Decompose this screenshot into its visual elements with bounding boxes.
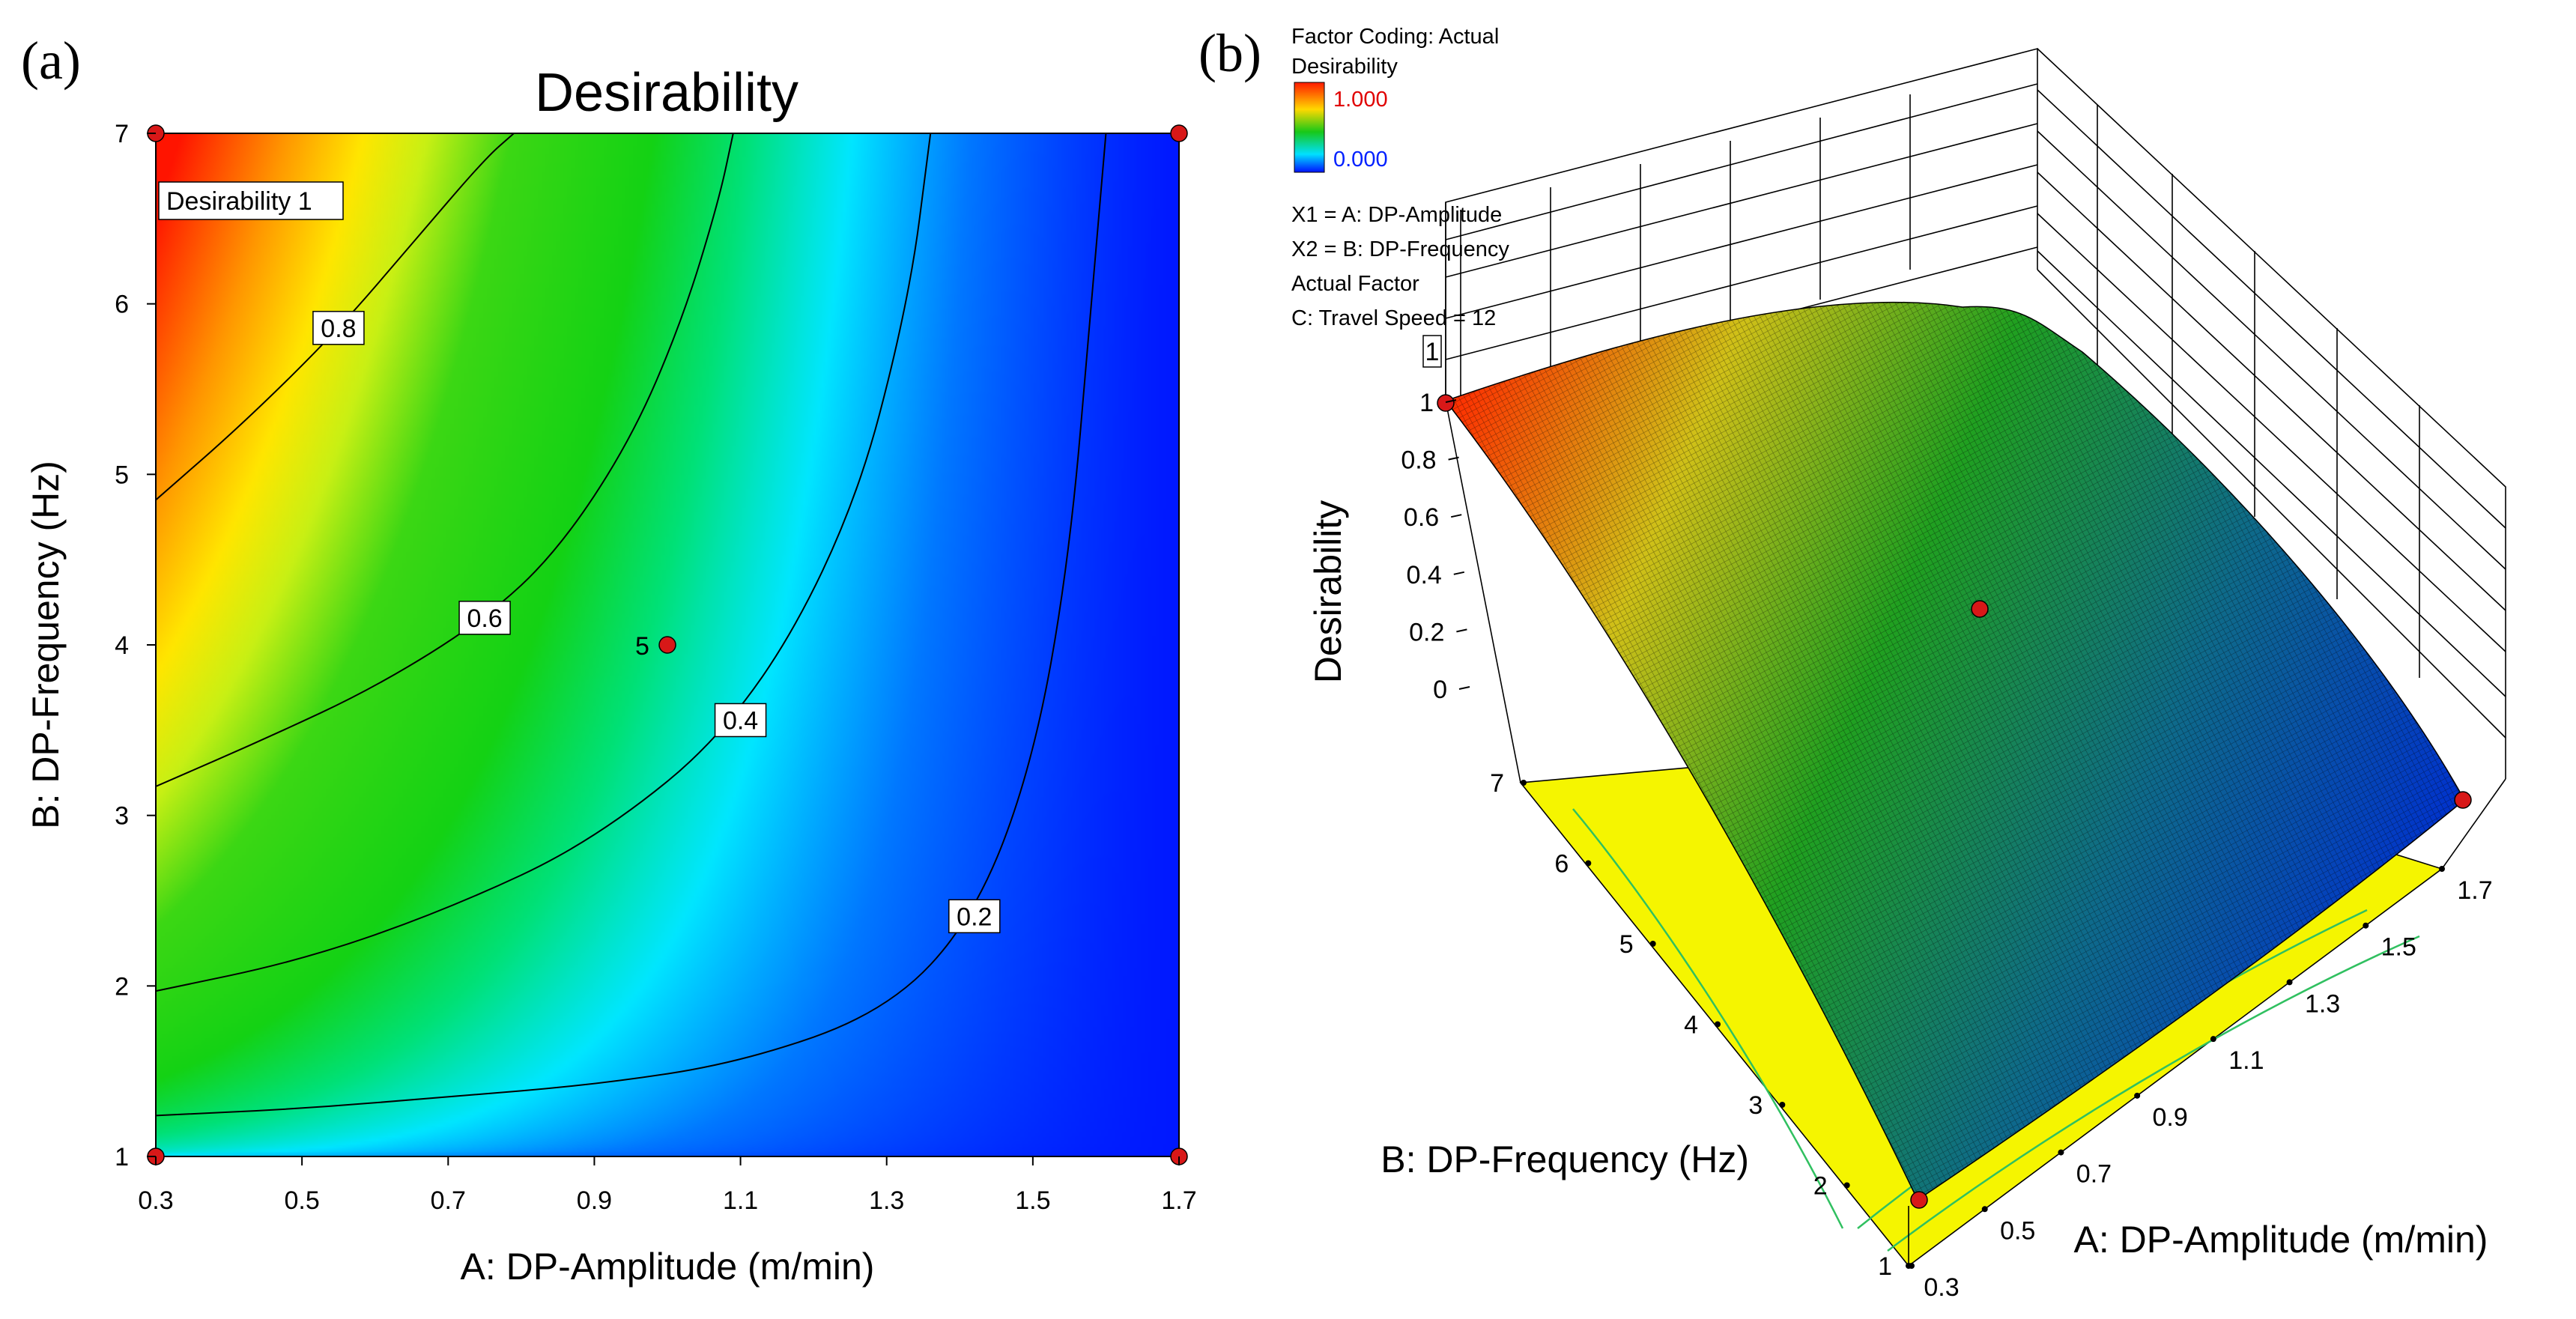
y-axis-label: B: DP-Frequency (Hz) — [25, 461, 67, 829]
svg-text:Desirability 1: Desirability 1 — [166, 187, 312, 216]
design-point — [1170, 124, 1188, 142]
z-tick-label: 0.2 — [1409, 618, 1444, 646]
contour-label: 0.8 — [312, 311, 365, 345]
center-point-count: 5 — [635, 632, 649, 661]
y-tick-label-3d: 4 — [1684, 1011, 1698, 1040]
svg-text:C: Travel Speed = 12: C: Travel Speed = 12 — [1291, 306, 1496, 330]
z-tick-label: 1 — [1419, 389, 1434, 417]
y-tick-label: 5 — [115, 461, 129, 489]
y-tick-label: 2 — [115, 972, 129, 1001]
cage-front-edges — [1445, 400, 2506, 1266]
flag-one: 1 — [1422, 335, 1442, 368]
surface-design-points — [1437, 394, 2472, 1209]
contour-label: 0.6 — [458, 601, 511, 635]
z-tick-label: 0.6 — [1404, 503, 1439, 532]
z-tick-label: 0 — [1433, 676, 1447, 704]
y-tick-label-3d: 2 — [1813, 1172, 1828, 1201]
y-tick-label: 3 — [115, 802, 129, 831]
design-point — [1910, 1191, 1928, 1209]
contour-line — [156, 133, 1107, 1117]
design-point — [1971, 600, 1989, 618]
svg-text:0.2: 0.2 — [957, 903, 992, 931]
floor-contour-3 — [1887, 935, 2420, 1252]
color-scale-bar — [1294, 82, 1325, 173]
x-tick-label: 1.7 — [1161, 1186, 1196, 1215]
y-tick-label-3d: 3 — [1748, 1091, 1763, 1120]
legend: Factor Coding: Actual Desirability 1.000… — [1291, 25, 1509, 330]
y-tick-label-3d: 5 — [1619, 930, 1634, 959]
y-tick-label: 1 — [115, 1143, 129, 1171]
x-axis-label: A: DP-Amplitude (m/min) — [461, 1246, 875, 1288]
y-tick-label-3d: 6 — [1554, 850, 1569, 879]
x-tick-label-3d: 0.3 — [1924, 1273, 1959, 1302]
x-tick-label: 0.3 — [138, 1186, 173, 1215]
x-tick-label-3d: 0.7 — [2076, 1160, 2112, 1189]
x-tick-label-3d: 0.5 — [2000, 1216, 2035, 1245]
z-axis-label: Desirability — [1307, 500, 1349, 684]
x-tick-label: 1.1 — [723, 1186, 758, 1215]
contour-plot-area: 0.8 0.6 0.4 0.2 — [147, 124, 1188, 1165]
y-tick-label: 6 — [115, 291, 129, 319]
y-tick-label: 4 — [115, 631, 129, 660]
svg-text:Actual Factor: Actual Factor — [1291, 272, 1419, 296]
desirability-flag: Desirability 1 — [158, 181, 344, 220]
x-tick-label-3d: 1.7 — [2457, 876, 2492, 905]
z-tick-label: 0.8 — [1401, 446, 1436, 475]
x-tick-label-3d: 1.1 — [2228, 1046, 2264, 1075]
design-point — [1437, 394, 1455, 412]
svg-text:X1 = A: DP-Amplitude: X1 = A: DP-Amplitude — [1291, 203, 1502, 227]
design-point — [658, 636, 676, 654]
svg-text:X2 = B: DP-Frequency: X2 = B: DP-Frequency — [1291, 237, 1509, 261]
z-tick-label: 0.4 — [1407, 561, 1442, 589]
x-tick-label: 0.9 — [577, 1186, 612, 1215]
y-tick-label-3d: 1 — [1878, 1252, 1892, 1281]
y-axis-label-3d: B: DP-Frequency (Hz) — [1381, 1138, 1749, 1180]
contour-line — [156, 133, 734, 787]
contour-label: 0.4 — [714, 703, 767, 738]
x-tick-label: 1.5 — [1015, 1186, 1050, 1215]
x-tick-label-3d: 1.5 — [2381, 933, 2416, 962]
x-axis-label-3d: A: DP-Amplitude (m/min) — [2074, 1219, 2488, 1261]
desirability-surface — [1444, 301, 2465, 1201]
svg-text:Desirability: Desirability — [1291, 55, 1398, 79]
x-tick-label: 1.3 — [869, 1186, 904, 1215]
panel-b-label: (b) — [1198, 23, 1261, 83]
svg-text:0.6: 0.6 — [467, 604, 502, 633]
svg-text:0.8: 0.8 — [321, 315, 356, 343]
panel-a-label: (a) — [21, 31, 81, 91]
x-tick-label-3d: 1.3 — [2305, 989, 2340, 1018]
y-tick-label-3d: 7 — [1490, 769, 1504, 798]
x-tick-label-3d: 0.9 — [2153, 1103, 2188, 1132]
contour-line — [156, 133, 932, 992]
design-point — [2454, 791, 2472, 809]
svg-text:0.4: 0.4 — [723, 706, 758, 735]
svg-text:1: 1 — [1425, 338, 1440, 366]
x-tick-label: 0.5 — [285, 1186, 320, 1215]
contour-label: 0.2 — [948, 899, 1001, 934]
y-tick-label: 7 — [115, 120, 129, 148]
svg-text:Factor Coding: Actual: Factor Coding: Actual — [1291, 25, 1499, 49]
contour-title: Desirability — [535, 63, 798, 123]
floor-contour-1 — [1572, 808, 1844, 1229]
svg-text:1.000: 1.000 — [1333, 88, 1388, 112]
svg-text:0.000: 0.000 — [1333, 148, 1388, 172]
x-tick-label: 0.7 — [431, 1186, 466, 1215]
